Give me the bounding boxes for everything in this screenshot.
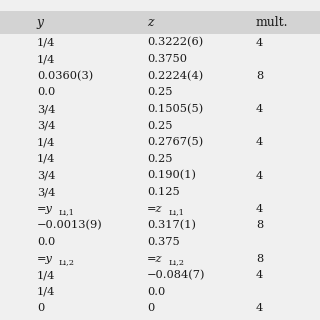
Text: 4: 4 xyxy=(256,270,263,280)
Text: 3/4: 3/4 xyxy=(37,171,55,180)
Text: 0.3750: 0.3750 xyxy=(147,54,187,64)
Text: 0.0: 0.0 xyxy=(147,287,165,297)
Text: 1/4: 1/4 xyxy=(37,137,55,147)
Text: −0.0013(9): −0.0013(9) xyxy=(37,220,102,230)
Text: mult.: mult. xyxy=(256,16,289,29)
Text: 3/4: 3/4 xyxy=(37,121,55,131)
Text: −0.084(7): −0.084(7) xyxy=(147,270,206,280)
FancyBboxPatch shape xyxy=(0,11,320,34)
Text: 0.375: 0.375 xyxy=(147,237,180,247)
Text: 0: 0 xyxy=(37,303,44,314)
Text: 4: 4 xyxy=(256,37,263,48)
Text: 4: 4 xyxy=(256,204,263,214)
Text: Li,2: Li,2 xyxy=(168,258,184,266)
Text: 1/4: 1/4 xyxy=(37,54,55,64)
Text: 1/4: 1/4 xyxy=(37,287,55,297)
Text: 0.0: 0.0 xyxy=(37,87,55,97)
Text: 0: 0 xyxy=(147,303,155,314)
Text: 0.190(1): 0.190(1) xyxy=(147,170,196,181)
Text: 0.0360(3): 0.0360(3) xyxy=(37,71,93,81)
Text: 8: 8 xyxy=(256,220,263,230)
Text: Li,1: Li,1 xyxy=(58,208,74,216)
Text: 0.25: 0.25 xyxy=(147,87,173,97)
Text: z: z xyxy=(147,16,154,29)
Text: =z: =z xyxy=(147,254,163,264)
Text: 3/4: 3/4 xyxy=(37,187,55,197)
Text: =y: =y xyxy=(37,204,53,214)
Text: 0.317(1): 0.317(1) xyxy=(147,220,196,230)
Text: 8: 8 xyxy=(256,254,263,264)
Text: 1/4: 1/4 xyxy=(37,270,55,280)
Text: 0.2767(5): 0.2767(5) xyxy=(147,137,204,148)
Text: y: y xyxy=(37,16,44,29)
Text: 4: 4 xyxy=(256,171,263,180)
Text: Li,1: Li,1 xyxy=(168,208,184,216)
Text: 0.1505(5): 0.1505(5) xyxy=(147,104,204,114)
Text: 1/4: 1/4 xyxy=(37,37,55,48)
Text: 0.25: 0.25 xyxy=(147,154,173,164)
Text: 0.3222(6): 0.3222(6) xyxy=(147,37,204,48)
Text: =y: =y xyxy=(37,254,53,264)
Text: 0.0: 0.0 xyxy=(37,237,55,247)
Text: 8: 8 xyxy=(256,71,263,81)
Text: 0.25: 0.25 xyxy=(147,121,173,131)
Text: 0.2224(4): 0.2224(4) xyxy=(147,71,204,81)
Text: 0.125: 0.125 xyxy=(147,187,180,197)
Text: 4: 4 xyxy=(256,104,263,114)
Text: 3/4: 3/4 xyxy=(37,104,55,114)
Text: 1/4: 1/4 xyxy=(37,154,55,164)
Text: 4: 4 xyxy=(256,137,263,147)
Text: Li,2: Li,2 xyxy=(58,258,74,266)
Text: =z: =z xyxy=(147,204,163,214)
Text: 4: 4 xyxy=(256,303,263,314)
